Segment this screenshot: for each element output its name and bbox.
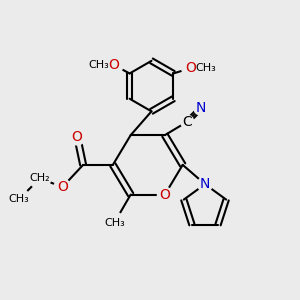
Circle shape [158, 187, 172, 202]
Text: O: O [109, 58, 120, 72]
Circle shape [198, 177, 212, 192]
Circle shape [105, 56, 123, 74]
Text: N: N [200, 177, 210, 191]
Text: CH₃: CH₃ [196, 63, 216, 73]
Circle shape [54, 179, 70, 196]
Text: CH₃: CH₃ [88, 60, 109, 70]
Circle shape [194, 102, 207, 115]
Text: O: O [185, 61, 196, 75]
Circle shape [29, 167, 51, 189]
Circle shape [69, 128, 85, 145]
Circle shape [103, 212, 125, 233]
Circle shape [195, 57, 218, 80]
Text: O: O [159, 188, 170, 202]
Text: CH₃: CH₃ [104, 218, 125, 228]
Circle shape [182, 59, 200, 77]
Text: O: O [72, 130, 83, 144]
Text: N: N [195, 101, 206, 116]
Text: CH₂: CH₂ [30, 173, 50, 183]
Circle shape [8, 188, 30, 210]
Circle shape [181, 115, 194, 128]
Text: CH₃: CH₃ [9, 194, 30, 204]
Text: C: C [182, 115, 192, 129]
Circle shape [87, 54, 110, 76]
Text: O: O [57, 180, 68, 194]
